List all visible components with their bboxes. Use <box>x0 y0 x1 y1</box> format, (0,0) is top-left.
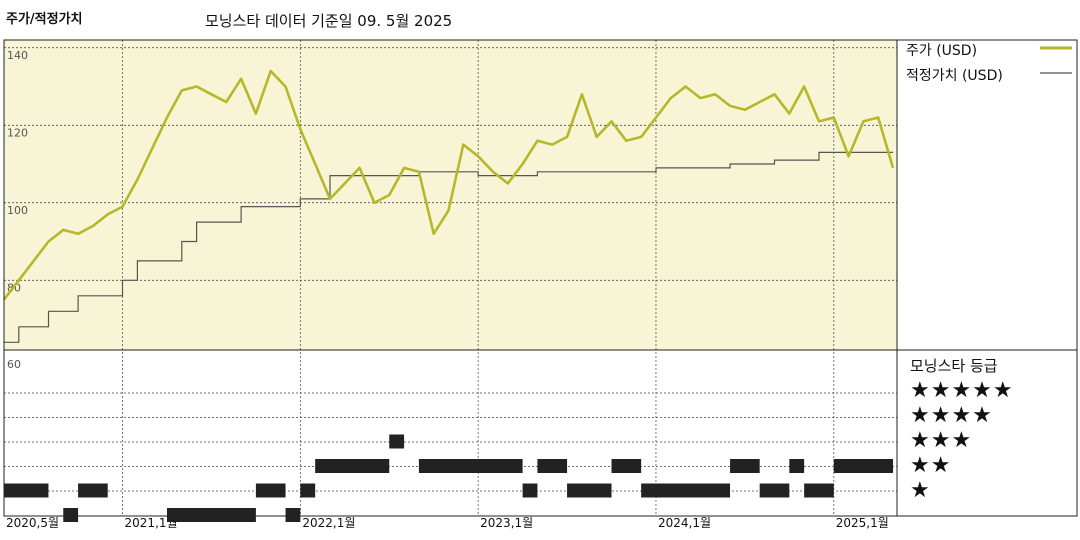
legend-price-label: 주가 (USD) <box>906 43 978 59</box>
x-tick-label: 2021,1월 <box>125 516 178 530</box>
price-panel-bg <box>4 40 897 350</box>
x-tick-label: 2020,5월 <box>6 516 59 530</box>
rating-1-star: ★ <box>910 478 931 503</box>
rating-bar-1-stars <box>63 508 79 522</box>
rating-bar-3-stars <box>418 459 523 473</box>
rating-bar-3-stars <box>833 459 894 473</box>
y-tick-label: 140 <box>7 49 28 62</box>
rating-bar-2-stars <box>567 483 612 498</box>
x-tick-labels: 2020,5월 2021,1월 2022,1월 2023,1월 2024,1월 2025,… <box>6 516 889 530</box>
rating-bar-2-stars <box>78 483 108 498</box>
rating-bar-3-stars <box>789 459 805 473</box>
y-tick-label: 100 <box>7 204 28 217</box>
rating-bar-2-stars <box>641 483 731 498</box>
chart-subtitle: 모닝스타 데이터 기준일 09. 5월 2025 <box>205 12 453 30</box>
rating-bar-2-stars <box>804 483 834 498</box>
x-tick-label: 2022,1월 <box>302 516 355 530</box>
y-tick-label: 120 <box>7 126 28 139</box>
x-tick-label: 2024,1월 <box>658 516 711 530</box>
rating-bar-1-stars <box>166 508 256 522</box>
rating-bars <box>4 434 894 522</box>
chart-title: 주가/적정가치 <box>6 12 83 27</box>
rating-bar-2-stars <box>759 483 790 498</box>
rating-bar-2-stars <box>300 483 316 498</box>
rating-5-stars: ★★★★★ <box>910 378 1014 403</box>
grid-lines <box>3 40 897 516</box>
rating-bar-3-stars <box>730 459 760 473</box>
legend-fair-label: 적정가치 (USD) <box>906 68 1003 84</box>
x-tick-label: 2025,1월 <box>836 516 889 530</box>
rating-bar-2-stars <box>522 483 538 498</box>
x-tick-label: 2023,1월 <box>480 516 533 530</box>
rating-bar-4-stars <box>389 434 405 449</box>
rating-bar-3-stars <box>537 459 568 473</box>
rating-4-stars: ★★★★ <box>910 403 993 428</box>
rating-bar-1-stars <box>285 508 301 522</box>
rating-3-stars: ★★★ <box>910 428 973 453</box>
rating-bar-3-stars <box>315 459 390 473</box>
rating-bar-2-stars <box>4 483 49 498</box>
rating-2-stars: ★★ <box>910 453 952 478</box>
plot-border <box>3 39 1078 517</box>
rating-bar-3-stars <box>611 459 642 473</box>
price-line <box>2 69 895 301</box>
rating-legend-title: 모닝스타 등급 <box>910 357 998 375</box>
y-tick-label: 60 <box>7 358 21 371</box>
rating-bar-2-stars <box>255 483 286 498</box>
